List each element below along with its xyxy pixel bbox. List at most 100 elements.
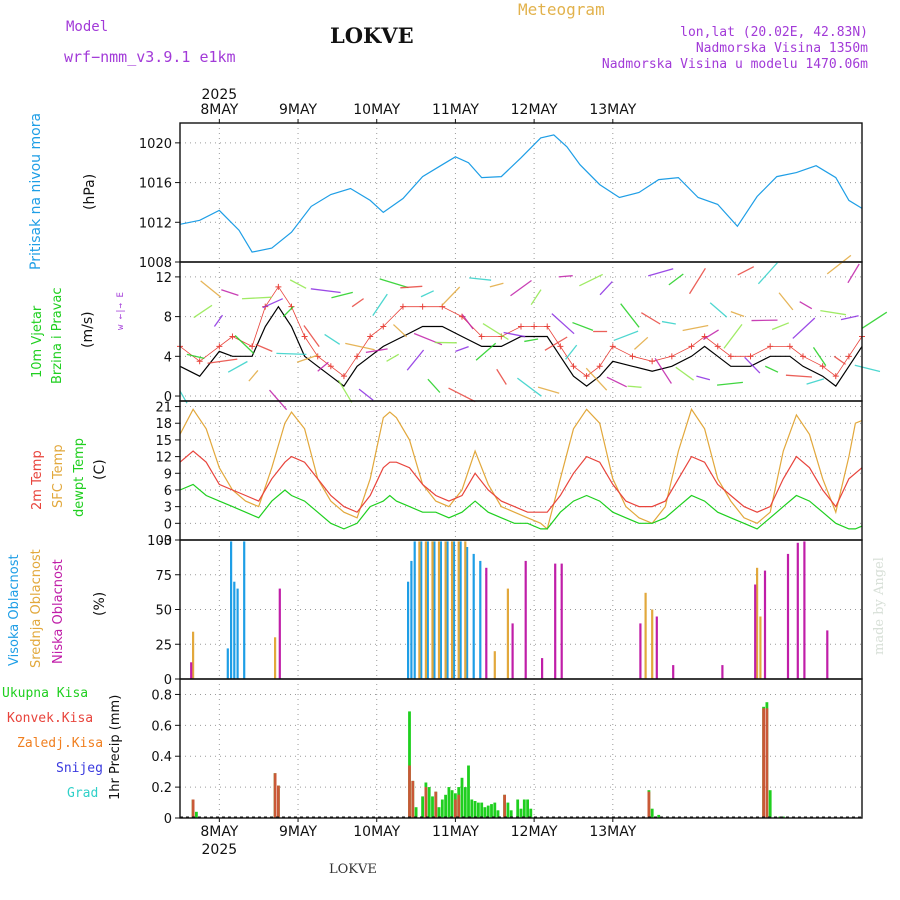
rain-bar (529, 808, 533, 818)
y-tick-label: 0.4 (151, 750, 172, 765)
high-bar (479, 560, 482, 679)
rain-bar (450, 790, 454, 818)
conv-bar (408, 765, 411, 818)
wind-arrow (744, 356, 761, 374)
wind-arrow (372, 293, 388, 316)
y-tick-label: 0.6 (151, 719, 172, 734)
wind-arrow (688, 267, 706, 295)
low-bar (560, 563, 563, 679)
coords-text: lon,lat (20.02E, 42.83N) (680, 25, 868, 40)
y-tick-label: 9 (164, 467, 172, 482)
x-tick-label-bottom: 8MAY (200, 824, 238, 840)
gust-marker (688, 343, 695, 350)
conv-bar (457, 794, 461, 818)
wind-arrow (448, 387, 476, 403)
panel-frame-precip (179, 678, 863, 819)
low-bar (796, 542, 799, 679)
gust-marker (668, 353, 675, 360)
gust-marker (478, 333, 485, 340)
conv-bar (434, 791, 438, 818)
wind-arrow (358, 388, 374, 401)
wind-arrow (365, 348, 388, 353)
rain-bar (650, 808, 654, 818)
wind-arrow (475, 342, 497, 361)
y-tick-label: 75 (155, 569, 172, 584)
gust-marker (596, 363, 603, 370)
wind-arrow (193, 304, 213, 319)
wind-arrow (503, 331, 526, 338)
gust-marker (609, 343, 616, 350)
gust-line (179, 286, 863, 377)
low-bar (786, 553, 790, 679)
wind-arrow (496, 368, 507, 385)
wind-arrow (702, 329, 719, 340)
wind-arrow (530, 289, 542, 306)
wind-arrow (682, 324, 709, 332)
gust-marker (367, 333, 374, 340)
mid-bar (644, 592, 647, 679)
high-bar (472, 553, 475, 679)
rain-bar (408, 711, 411, 818)
x-tick-label-top: 12MAY (511, 102, 558, 118)
high-bar (410, 560, 413, 679)
y-tick-label: 0 (164, 390, 172, 405)
low-bar (763, 570, 767, 679)
gust-marker (570, 363, 577, 370)
wind-arrow (461, 314, 474, 330)
y-tick-label: 4 (164, 350, 172, 365)
rain-bar (519, 808, 523, 818)
low-bar (803, 541, 806, 679)
rain-bar (421, 796, 424, 818)
wind-arrow (806, 378, 824, 385)
gust-marker (196, 358, 203, 365)
wind-arrow (400, 285, 423, 289)
high-bar (230, 541, 233, 679)
wind-arrow (737, 266, 755, 276)
mid-bar (444, 541, 447, 679)
wind-arrow (675, 366, 694, 381)
wind-arrow (634, 336, 649, 350)
wind-arrow (648, 268, 674, 277)
wind-arrow (489, 282, 504, 288)
wind-arrow (227, 360, 248, 373)
rain-bar (781, 816, 785, 818)
wind-arrow (544, 336, 568, 351)
rain-bar (657, 814, 661, 818)
rain-bar (473, 801, 477, 818)
rain-bar (440, 799, 444, 818)
y-tick-label: 12 (155, 271, 172, 286)
wind-arrow (200, 280, 222, 298)
wind-arrow (812, 347, 827, 366)
product-title: Meteogram (518, 0, 605, 19)
rain-bar (516, 799, 520, 818)
wind-arrow (221, 289, 239, 297)
wind-arrow (613, 330, 639, 342)
x-tick-label-top: 13MAY (589, 102, 636, 118)
rain-bar (480, 802, 484, 818)
gust-marker (786, 343, 793, 350)
wind-arrow (248, 369, 259, 382)
gust-marker (714, 343, 721, 350)
mid-bar (437, 541, 441, 679)
gust-marker (629, 353, 636, 360)
high-bar (426, 541, 429, 679)
wind-arrow (826, 254, 852, 275)
gust-marker (249, 343, 256, 350)
mid-bar (274, 637, 277, 679)
y-tick-label: 15 (155, 434, 172, 449)
wind-arrow (764, 365, 779, 373)
gust-marker (747, 353, 754, 360)
rain-bar (447, 787, 451, 818)
x-tick-label-bottom: 13MAY (589, 824, 636, 840)
wind-arrow (599, 281, 613, 296)
conv-bar (273, 773, 277, 818)
wind-arrow (668, 273, 684, 286)
high-bar (439, 541, 442, 679)
y-tick-label: 1008 (139, 256, 172, 271)
wind-arrow (696, 375, 711, 381)
high-bar (446, 541, 449, 679)
legend-conv: Konvek.Kisa (7, 711, 94, 726)
mid-bar (756, 567, 759, 679)
mid-bar (431, 541, 434, 679)
